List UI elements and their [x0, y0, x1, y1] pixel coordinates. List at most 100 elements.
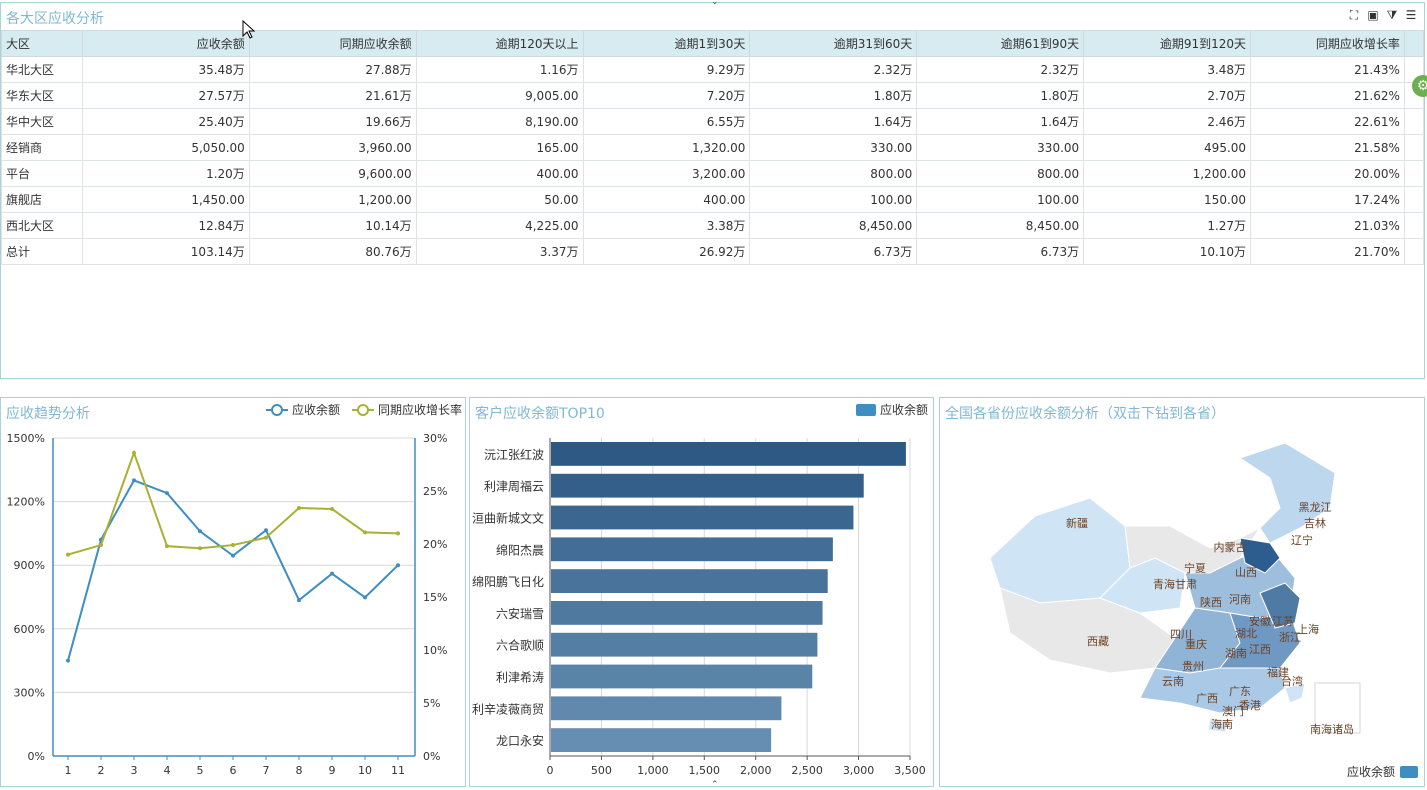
huadong-region[interactable] — [1259, 582, 1301, 629]
column-header[interactable]: 逾期120天以上 — [415, 30, 584, 57]
data-point[interactable] — [264, 528, 268, 533]
table-cell: 1.16万 — [415, 56, 584, 83]
column-header[interactable]: 逾期91到120天 — [1083, 30, 1252, 57]
column-header[interactable]: 同期应收增长率 — [1250, 30, 1405, 57]
table-row[interactable]: 华中大区 25.40万 19.66万 8,190.00 6.55万 1.64万 1.64万 2… — [1, 108, 1425, 135]
series-line[interactable] — [67, 479, 399, 661]
table-row[interactable]: 总计 103.14万 80.76万 3.37万 26.92万 6.73万 6.73万 10.1… — [1, 238, 1425, 265]
table-cell: 西北大区 — [1, 212, 83, 239]
province-label: 陕西 — [1200, 595, 1222, 609]
table-cell: 3.37万 — [415, 238, 584, 265]
province-label: 贵州 — [1182, 660, 1204, 673]
legend-item[interactable]: 应收余额 — [266, 402, 340, 417]
bar[interactable] — [551, 442, 906, 466]
map-legend: 应收余额 — [1347, 763, 1418, 780]
data-point[interactable] — [99, 543, 103, 548]
bar[interactable] — [551, 601, 823, 625]
column-header[interactable]: 同期应收余额 — [248, 30, 417, 57]
column-header[interactable]: 大区 — [1, 30, 83, 57]
y2-tick-label: 0% — [423, 750, 440, 763]
save-icon[interactable]: ▣ — [1367, 8, 1379, 22]
table-cell: 8,450.00 — [749, 212, 918, 239]
bar[interactable] — [551, 537, 833, 562]
bar[interactable] — [551, 696, 782, 721]
data-point[interactable] — [165, 544, 169, 549]
expand-handle-icon[interactable]: ⌃ — [711, 780, 719, 790]
x-tick-label: 10 — [358, 764, 372, 777]
bar[interactable] — [551, 505, 854, 530]
bar[interactable] — [551, 728, 772, 752]
column-header[interactable]: 逾期31到60天 — [749, 30, 918, 57]
table-row[interactable]: 经销商 5,050.00 3,960.00 165.00 1,320.00 330.00 3… — [1, 134, 1425, 161]
column-header[interactable]: 应收余额 — [81, 30, 250, 57]
table-cell: 1,320.00 — [582, 134, 751, 161]
hainan-region[interactable] — [1207, 717, 1231, 733]
legend-item[interactable]: 应收余额 — [856, 402, 928, 417]
collapse-handle-icon[interactable]: ⌄ — [711, 0, 719, 7]
column-header[interactable]: 逾期1到30天 — [582, 30, 751, 57]
bar[interactable] — [551, 473, 864, 498]
bar[interactable] — [551, 569, 828, 593]
taiwan-region[interactable] — [1284, 682, 1306, 704]
table-row[interactable]: 华北大区 35.48万 27.88万 1.16万 9.29万 2.32万 2.32万 3.48… — [1, 56, 1425, 83]
table-cell: 9,005.00 — [415, 82, 584, 109]
legend-item[interactable]: 同期应收增长率 — [352, 402, 462, 417]
data-point[interactable] — [231, 553, 235, 558]
data-point[interactable] — [231, 543, 235, 548]
data-point[interactable] — [330, 571, 334, 576]
province-label: 香港 — [1239, 699, 1261, 712]
data-point[interactable] — [165, 491, 169, 496]
data-point[interactable] — [66, 552, 70, 557]
data-point[interactable] — [297, 505, 301, 510]
table-row[interactable]: 平台 1.20万 9,600.00 400.00 3,200.00 800.00 800.0… — [1, 160, 1425, 187]
table-row[interactable]: 华东大区 27.57万 21.61万 9,005.00 7.20万 1.80万 1.80万 2… — [1, 82, 1425, 109]
table-cell-spacer — [1403, 134, 1425, 161]
table-cell: 1.20万 — [81, 160, 250, 187]
table-cell: 27.88万 — [248, 56, 417, 83]
x-tick-label: 9 — [329, 764, 336, 777]
data-point[interactable] — [297, 598, 301, 603]
column-header[interactable]: 逾期61到90天 — [916, 30, 1085, 57]
category-label: 洹曲新城文文 — [472, 511, 544, 526]
dongbei-region[interactable] — [1238, 442, 1336, 544]
table-cell: 103.14万 — [81, 238, 250, 265]
table-row[interactable]: 旗舰店 1,450.00 1,200.00 50.00 400.00 100.00 100.… — [1, 186, 1425, 213]
data-point[interactable] — [198, 529, 202, 534]
xinjiang-region[interactable] — [989, 497, 1131, 604]
gear-icon[interactable]: ⚙ — [1412, 75, 1427, 97]
table-cell: 1.27万 — [1083, 212, 1252, 239]
data-point[interactable] — [132, 478, 136, 483]
jingjin-region[interactable] — [1239, 537, 1281, 574]
fullscreen-icon[interactable]: ⛶ — [1349, 8, 1359, 22]
table-row[interactable]: 西北大区 12.84万 10.14万 4,225.00 3.38万 8,450.00 8,4… — [1, 212, 1425, 239]
map-legend-label: 应收余额 — [1346, 765, 1395, 779]
filter-icon[interactable]: ⧩ — [1386, 8, 1398, 22]
data-point[interactable] — [66, 658, 70, 663]
data-point[interactable] — [396, 563, 400, 568]
table-cell: 80.76万 — [248, 238, 417, 265]
category-label: 利津周福云 — [484, 479, 544, 494]
province-label: 上海 — [1297, 622, 1319, 636]
data-point[interactable] — [132, 450, 136, 455]
table-cell: 2.70万 — [1083, 82, 1252, 109]
province-label: 云南 — [1162, 675, 1184, 688]
province-label: 辽宁 — [1291, 533, 1313, 547]
data-point[interactable] — [396, 531, 400, 536]
data-point[interactable] — [330, 507, 334, 512]
bar[interactable] — [551, 632, 818, 657]
table-cell: 华中大区 — [1, 108, 83, 135]
data-point[interactable] — [198, 546, 202, 551]
panel-title: 应收趋势分析 — [6, 406, 90, 422]
data-point[interactable] — [363, 595, 367, 600]
bar[interactable] — [551, 664, 813, 689]
x-tick-label: 11 — [391, 764, 405, 777]
data-point[interactable] — [363, 530, 367, 535]
data-point[interactable] — [264, 535, 268, 540]
table-cell: 10.10万 — [1083, 238, 1252, 265]
menu-icon[interactable]: ☰ — [1405, 8, 1417, 22]
y2-tick-label: 20% — [423, 538, 447, 551]
series-line[interactable] — [67, 449, 399, 556]
table-cell: 5,050.00 — [81, 134, 250, 161]
table-cell: 4,225.00 — [415, 212, 584, 239]
